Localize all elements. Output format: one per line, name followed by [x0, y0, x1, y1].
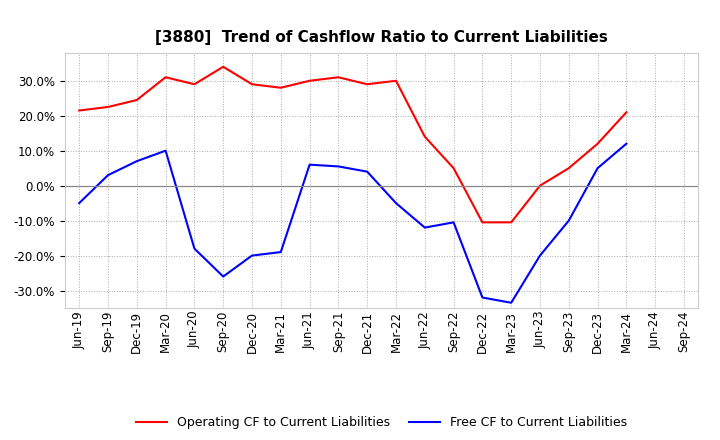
Free CF to Current Liabilities [564, 218, 573, 223]
Operating CF to Current Liabilities [75, 108, 84, 113]
Operating CF to Current Liabilities [392, 78, 400, 84]
Free CF to Current Liabilities [536, 253, 544, 258]
Free CF to Current Liabilities [104, 172, 112, 178]
Free CF to Current Liabilities [276, 249, 285, 255]
Operating CF to Current Liabilities [478, 220, 487, 225]
Free CF to Current Liabilities [334, 164, 343, 169]
Free CF to Current Liabilities [507, 300, 516, 305]
Free CF to Current Liabilities [219, 274, 228, 279]
Operating CF to Current Liabilities [507, 220, 516, 225]
Operating CF to Current Liabilities [564, 165, 573, 171]
Free CF to Current Liabilities [622, 141, 631, 147]
Operating CF to Current Liabilities [104, 104, 112, 110]
Operating CF to Current Liabilities [420, 134, 429, 139]
Free CF to Current Liabilities [449, 220, 458, 225]
Free CF to Current Liabilities [420, 225, 429, 230]
Operating CF to Current Liabilities [132, 97, 141, 103]
Operating CF to Current Liabilities [334, 75, 343, 80]
Operating CF to Current Liabilities [219, 64, 228, 70]
Free CF to Current Liabilities [161, 148, 170, 153]
Operating CF to Current Liabilities [276, 85, 285, 90]
Free CF to Current Liabilities [363, 169, 372, 174]
Title: [3880]  Trend of Cashflow Ratio to Current Liabilities: [3880] Trend of Cashflow Ratio to Curren… [156, 29, 608, 45]
Free CF to Current Liabilities [478, 295, 487, 300]
Operating CF to Current Liabilities [622, 110, 631, 115]
Operating CF to Current Liabilities [593, 141, 602, 147]
Free CF to Current Liabilities [593, 165, 602, 171]
Operating CF to Current Liabilities [161, 75, 170, 80]
Operating CF to Current Liabilities [363, 82, 372, 87]
Free CF to Current Liabilities [132, 158, 141, 164]
Free CF to Current Liabilities [190, 246, 199, 251]
Free CF to Current Liabilities [305, 162, 314, 167]
Free CF to Current Liabilities [392, 201, 400, 206]
Operating CF to Current Liabilities [305, 78, 314, 84]
Line: Operating CF to Current Liabilities: Operating CF to Current Liabilities [79, 67, 626, 222]
Legend: Operating CF to Current Liabilities, Free CF to Current Liabilities: Operating CF to Current Liabilities, Fre… [131, 411, 632, 434]
Operating CF to Current Liabilities [248, 82, 256, 87]
Free CF to Current Liabilities [75, 201, 84, 206]
Operating CF to Current Liabilities [190, 82, 199, 87]
Operating CF to Current Liabilities [536, 183, 544, 188]
Free CF to Current Liabilities [248, 253, 256, 258]
Operating CF to Current Liabilities [449, 165, 458, 171]
Line: Free CF to Current Liabilities: Free CF to Current Liabilities [79, 144, 626, 303]
